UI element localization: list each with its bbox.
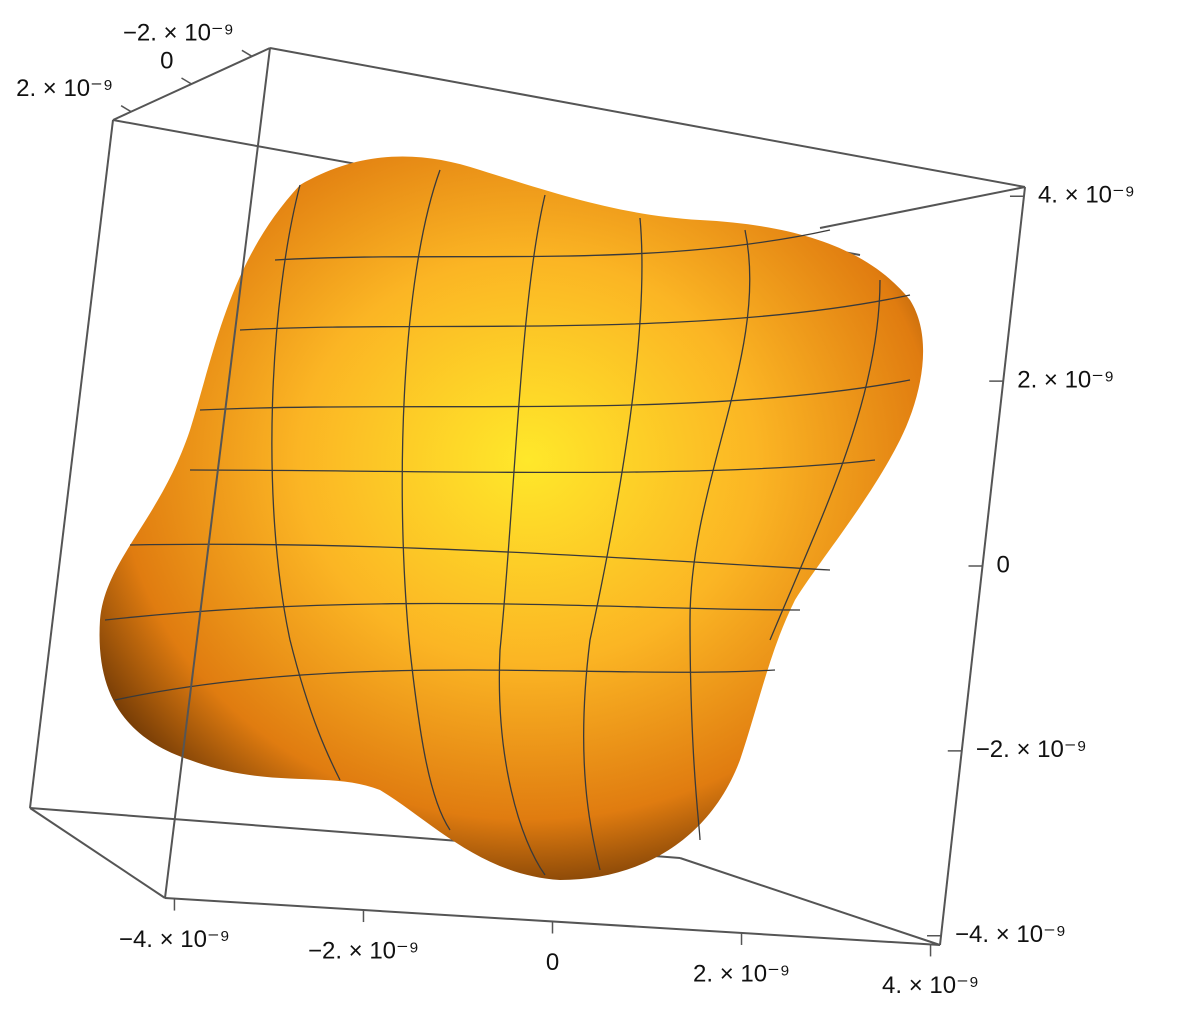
tick-mark: [241, 49, 253, 57]
z-tick-label: 0: [997, 551, 1010, 578]
y-tick-label: 2. × 10⁻⁹: [16, 75, 113, 102]
x-tick-label: 4. × 10⁻⁹: [882, 972, 979, 999]
y-tick-label: −2. × 10⁻⁹: [123, 20, 234, 47]
z-tick-label: 4. × 10⁻⁹: [1038, 182, 1135, 209]
z-tick-label: −4. × 10⁻⁹: [955, 921, 1066, 948]
x-tick-label: 2. × 10⁻⁹: [693, 960, 790, 987]
tick-mark: [181, 77, 192, 85]
z-tick-label: 2. × 10⁻⁹: [1017, 366, 1114, 393]
z-tick-label: −2. × 10⁻⁹: [976, 736, 1087, 763]
y-tick-label: 0: [160, 47, 173, 74]
surface-mesh: [104, 169, 911, 876]
x-tick-label: −4. × 10⁻⁹: [119, 926, 230, 953]
x-tick-label: −2. × 10⁻⁹: [308, 937, 419, 964]
tick-mark: [120, 105, 132, 113]
x-tick-label: 0: [546, 949, 559, 976]
